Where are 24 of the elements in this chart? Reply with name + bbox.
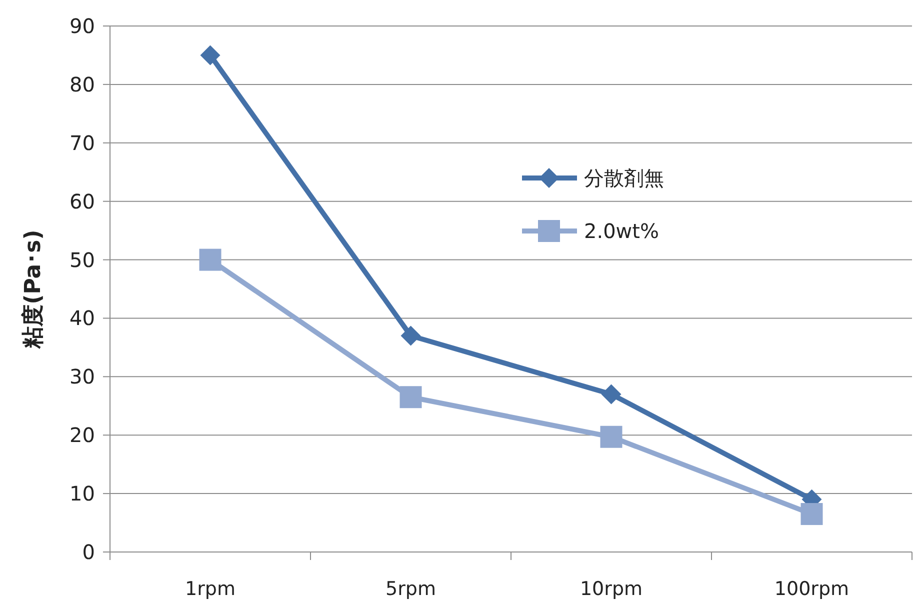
point xyxy=(200,45,220,66)
point xyxy=(199,248,222,271)
point xyxy=(600,426,622,448)
y-tick-label: 30 xyxy=(70,364,95,389)
point xyxy=(601,384,622,404)
x-tick-label: 10rpm xyxy=(580,578,643,600)
y-tick-label: 40 xyxy=(70,306,95,330)
y-tick-label: 80 xyxy=(70,72,95,96)
y-tick-label: 10 xyxy=(70,482,95,506)
x-tick-label: 5rpm xyxy=(386,578,436,600)
x-tick-label: 100rpm xyxy=(774,578,850,600)
y-tick-label: 50 xyxy=(70,248,95,272)
y-tick-label: 0 xyxy=(82,540,95,564)
x-tick-label: 1rpm xyxy=(185,578,236,600)
y-tick-label: 70 xyxy=(70,130,95,155)
point xyxy=(400,326,421,346)
point xyxy=(800,503,823,526)
legend-label: 分散剤無 xyxy=(584,166,664,190)
y-tick-label: 90 xyxy=(70,14,95,38)
y-tick-label: 60 xyxy=(70,189,95,214)
legend-label: 2.0wt% xyxy=(584,219,660,243)
y-tick-label: 20 xyxy=(70,423,95,448)
y-axis-title: 粘度(Pa･s) xyxy=(20,230,46,350)
point xyxy=(400,386,422,408)
